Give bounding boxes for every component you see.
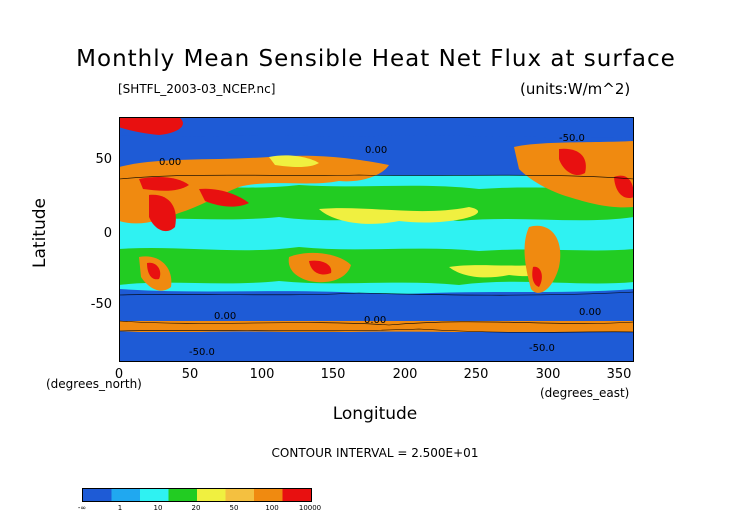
northern-subtropical-band <box>119 185 634 221</box>
arctic-red-patch <box>119 117 183 135</box>
colorbar-frame <box>82 488 312 502</box>
y-axis-unit-label: (degrees_north) <box>46 377 142 391</box>
eurasia-landmass <box>119 155 389 224</box>
siberia-yellow-patch <box>269 155 319 167</box>
east-coast-red-patch <box>614 175 634 199</box>
contour-label: 0.00 <box>214 311 236 322</box>
colorbar-swatch <box>140 489 169 501</box>
north-america-red-patch <box>559 148 586 176</box>
x-tick-label: 50 <box>181 367 199 382</box>
colorbar-swatch <box>168 489 197 501</box>
x-tick-label: 200 <box>392 367 418 382</box>
colorbar-label: 1 <box>117 504 123 512</box>
file-label: [SHTFL_2003-03_NCEP.nc] <box>118 82 276 96</box>
y-tick-label: 50 <box>95 152 112 167</box>
x-axis-label: Longitude <box>332 404 418 424</box>
australia-red-patch <box>309 260 332 275</box>
x-tick-label: 350 <box>606 367 632 382</box>
contour-label: 0.00 <box>579 307 601 318</box>
x-tick-label: 100 <box>249 367 275 382</box>
colorbar-label: 50 <box>229 504 239 512</box>
flux-map: 0.00 0.00 0.00 0.00 0.00 -50.0 -50.0 -50… <box>119 117 634 362</box>
x-tick-label: 250 <box>463 367 489 382</box>
x-tick-label: 0 <box>114 367 124 382</box>
colorbar-label: -∞ <box>77 504 87 512</box>
y-tick-label: 0 <box>103 226 112 241</box>
colorbar-label: 10 <box>153 504 163 512</box>
chart-title: Monthly Mean Sensible Heat Net Flux at s… <box>76 46 676 72</box>
units-label: (units:W/m^2) <box>520 80 631 98</box>
antarctica-area <box>119 332 634 362</box>
colorbar-label: 100 <box>265 504 279 512</box>
africa-red-patch <box>149 194 176 232</box>
contour-label: 0.00 <box>365 145 387 156</box>
sahara-red-patch <box>139 177 189 191</box>
contour-interval-label: CONTOUR INTERVAL = 2.500E+01 <box>271 446 479 460</box>
india-red-patch <box>199 188 249 207</box>
x-tick-label: 150 <box>320 367 346 382</box>
contour-label: -50.0 <box>529 343 555 354</box>
y-tick-label: -50 <box>90 297 112 312</box>
colorbar-swatch <box>225 489 254 501</box>
pacific-yellow-patch <box>319 207 479 224</box>
southern-ocean-band <box>119 289 634 325</box>
colorbar <box>82 488 312 502</box>
contour-label: 0.00 <box>364 315 386 326</box>
colorbar-swatch <box>282 489 311 501</box>
map-frame <box>119 117 634 362</box>
colorbar-label: 10000 <box>298 504 322 512</box>
colorbar-swatch <box>197 489 226 501</box>
colorbar-swatch <box>111 489 140 501</box>
x-tick-label: 300 <box>535 367 561 382</box>
contour-lines <box>119 174 634 333</box>
contour-label: 0.00 <box>159 157 181 168</box>
south-america-red-patch <box>532 266 542 287</box>
x-axis-unit-label: (degrees_east) <box>540 386 630 400</box>
contour-label: -50.0 <box>189 347 215 358</box>
y-axis-label: Latitude <box>30 198 50 268</box>
colorbar-swatch <box>83 489 112 501</box>
colorbar-label: 20 <box>191 504 201 512</box>
arctic-area <box>119 117 634 138</box>
contour-label: -50.0 <box>559 133 585 144</box>
southern-africa-red-patch <box>147 262 161 280</box>
antarctic-edge-orange <box>119 321 634 333</box>
colorbar-swatch <box>254 489 283 501</box>
